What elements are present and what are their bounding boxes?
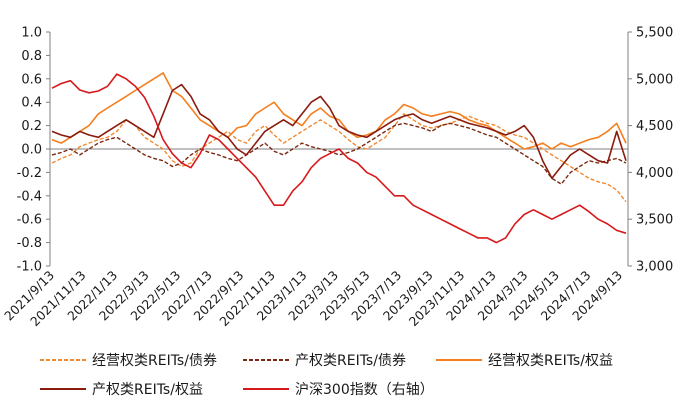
left-tick-label: 0.6 xyxy=(21,72,42,87)
left-tick-label: 0.0 xyxy=(21,143,42,158)
legend-label: 经营权类REITs/权益 xyxy=(488,353,613,369)
series-lines xyxy=(51,72,627,244)
legend-label: 沪深300指数（右轴） xyxy=(295,382,434,398)
right-tick-label: 4,500 xyxy=(636,119,673,134)
right-y-axis: 5,500 5,000 4,500 4,000 3,500 3,000 xyxy=(628,26,673,275)
left-tick-label: -0.4 xyxy=(17,189,42,204)
left-tick-label: -0.6 xyxy=(17,213,42,228)
left-y-axis: 1.0 0.8 0.6 0.4 0.2 0.0 -0.2 -0.4 -0.6 -0.8 -1.0 xyxy=(17,26,50,275)
left-tick-label: 0.8 xyxy=(21,49,42,64)
legend-label: 经营权类REITs/债券 xyxy=(92,353,217,369)
left-tick-label: 1.0 xyxy=(21,26,42,41)
left-tick-label: -0.2 xyxy=(17,166,42,181)
left-tick-label: -0.8 xyxy=(17,236,42,251)
right-tick-label: 3,500 xyxy=(636,213,673,228)
right-tick-label: 3,000 xyxy=(636,260,673,275)
legend-label: 产权类REITs/债券 xyxy=(295,353,406,369)
left-tick-label: -1.0 xyxy=(17,260,42,275)
x-axis: 2021/9/132021/11/132022/1/132022/3/13202… xyxy=(1,268,625,330)
series-line-4 xyxy=(51,83,627,180)
left-tick-label: 0.2 xyxy=(21,119,42,134)
right-tick-label: 5,000 xyxy=(636,72,673,87)
series-line-3 xyxy=(51,72,627,150)
legend-label: 产权类REITs/权益 xyxy=(92,382,203,398)
series-line-5 xyxy=(51,73,627,244)
left-tick-label: 0.4 xyxy=(21,96,42,111)
series-line-1 xyxy=(51,113,627,203)
legend: 经营权类REITs/债券 产权类REITs/债券 经营权类REITs/权益产权类RE… xyxy=(40,353,613,398)
right-tick-label: 4,000 xyxy=(636,166,673,181)
series-line-2 xyxy=(51,122,627,185)
right-tick-label: 5,500 xyxy=(636,26,673,41)
